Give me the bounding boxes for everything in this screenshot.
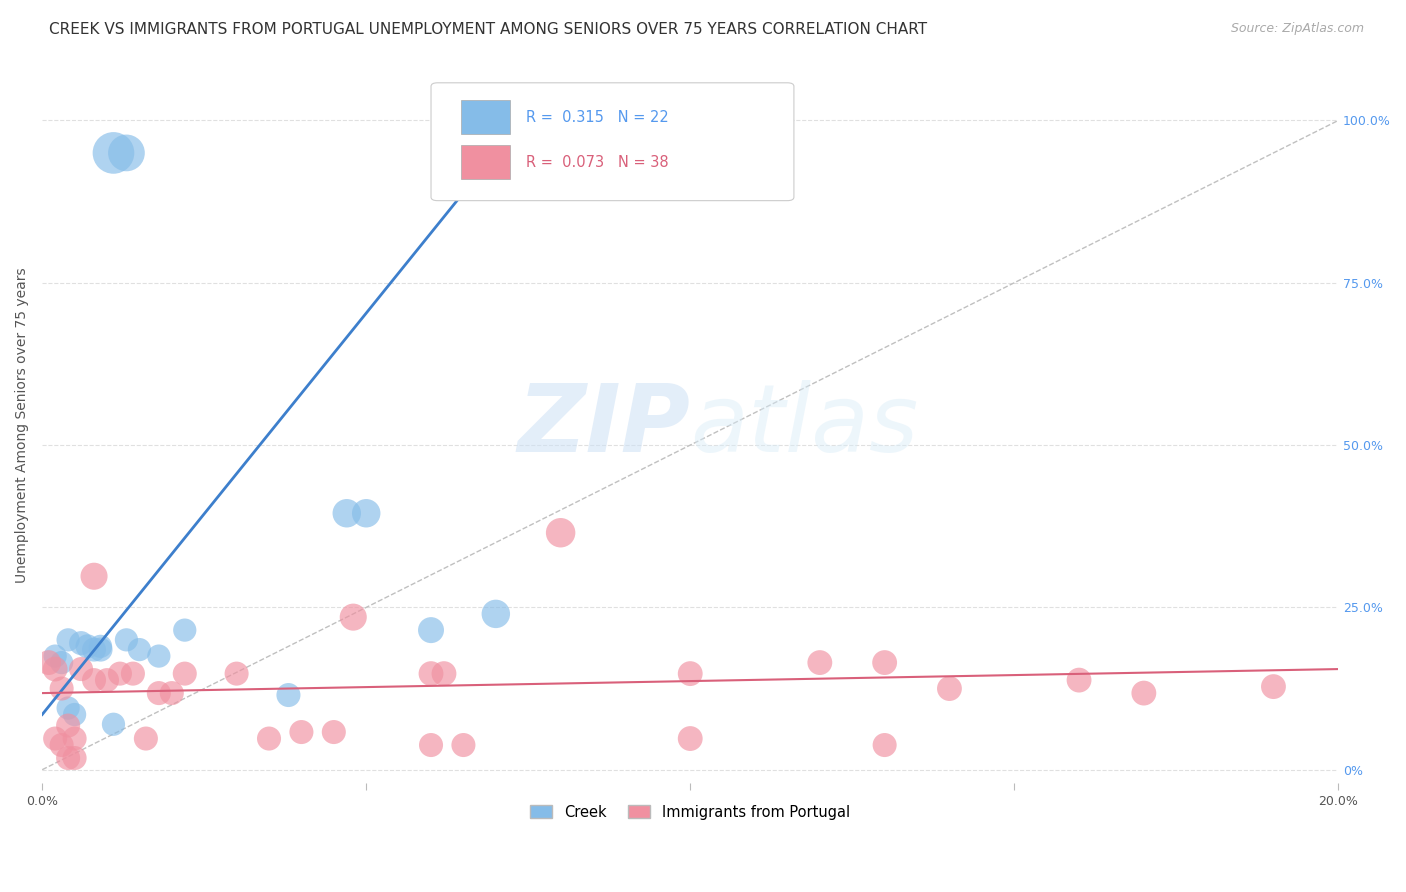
Point <box>420 623 443 637</box>
FancyBboxPatch shape <box>461 100 510 134</box>
Point <box>38 656 60 670</box>
Point <box>873 656 896 670</box>
Point <box>354 506 377 520</box>
Point <box>51 681 73 696</box>
Text: R =  0.315   N = 22: R = 0.315 N = 22 <box>526 110 668 125</box>
Y-axis label: Unemployment Among Seniors over 75 years: Unemployment Among Seniors over 75 years <box>15 268 30 583</box>
Point <box>550 525 572 540</box>
Point <box>56 751 79 765</box>
Point <box>225 666 247 681</box>
Point <box>83 569 105 583</box>
Point <box>96 673 118 687</box>
Point <box>83 642 105 657</box>
Text: CREEK VS IMMIGRANTS FROM PORTUGAL UNEMPLOYMENT AMONG SENIORS OVER 75 YEARS CORRE: CREEK VS IMMIGRANTS FROM PORTUGAL UNEMPL… <box>49 22 928 37</box>
Point <box>103 717 125 731</box>
Point <box>148 686 170 700</box>
Point <box>420 738 443 752</box>
Point <box>63 751 86 765</box>
Point <box>51 738 73 752</box>
Point <box>173 623 195 637</box>
Point <box>257 731 280 746</box>
Point <box>108 666 131 681</box>
Point <box>103 145 125 160</box>
Point <box>453 738 475 752</box>
Point <box>70 636 93 650</box>
Point <box>44 662 66 676</box>
Point <box>679 666 702 681</box>
Point <box>290 725 312 739</box>
Point <box>1067 673 1090 687</box>
Point <box>808 656 831 670</box>
Point <box>135 731 157 746</box>
Legend: Creek, Immigrants from Portugal: Creek, Immigrants from Portugal <box>524 798 856 825</box>
Text: ZIP: ZIP <box>517 380 690 472</box>
Point <box>322 725 344 739</box>
Text: R =  0.073   N = 38: R = 0.073 N = 38 <box>526 154 668 169</box>
Point <box>420 666 443 681</box>
Point <box>63 731 86 746</box>
Point <box>56 632 79 647</box>
Text: Source: ZipAtlas.com: Source: ZipAtlas.com <box>1230 22 1364 36</box>
Point <box>76 640 98 654</box>
Text: atlas: atlas <box>690 380 918 471</box>
Point <box>277 688 299 702</box>
Point <box>83 673 105 687</box>
Point <box>173 666 195 681</box>
Point <box>56 718 79 732</box>
Point <box>51 656 73 670</box>
Point <box>44 649 66 664</box>
Point <box>1133 686 1156 700</box>
Point <box>115 145 138 160</box>
FancyBboxPatch shape <box>461 145 510 179</box>
Point <box>56 701 79 715</box>
Point <box>485 607 508 621</box>
Point <box>122 666 145 681</box>
Point <box>70 662 93 676</box>
Point <box>115 632 138 647</box>
Point <box>44 731 66 746</box>
Point <box>336 506 359 520</box>
Point <box>679 731 702 746</box>
Point <box>160 686 183 700</box>
Point <box>873 738 896 752</box>
FancyBboxPatch shape <box>432 83 794 201</box>
Point <box>89 640 111 654</box>
Point <box>63 707 86 722</box>
Point <box>938 681 960 696</box>
Point <box>89 642 111 657</box>
Point <box>148 649 170 664</box>
Point <box>128 642 150 657</box>
Point <box>342 610 364 624</box>
Point <box>433 666 456 681</box>
Point <box>1263 680 1285 694</box>
